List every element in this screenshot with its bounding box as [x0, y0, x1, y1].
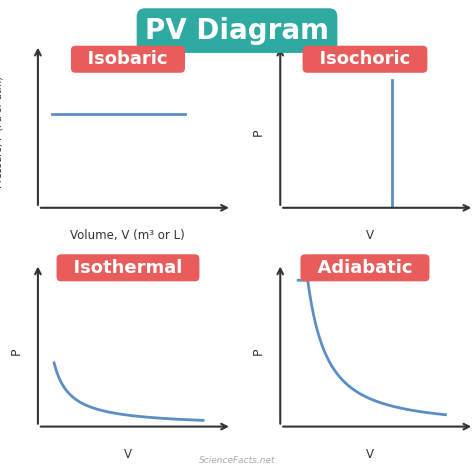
Text: P: P	[10, 347, 23, 355]
Text: Adiabatic: Adiabatic	[305, 259, 425, 277]
Text: P: P	[252, 128, 265, 136]
Text: Isochoric: Isochoric	[307, 50, 423, 68]
Text: ScienceFacts.net: ScienceFacts.net	[199, 456, 275, 465]
Text: Pressure, P (Pa or atm): Pressure, P (Pa or atm)	[0, 76, 3, 188]
Text: Volume, V (m³ or L): Volume, V (m³ or L)	[70, 229, 185, 242]
Text: P: P	[252, 347, 265, 355]
Text: V: V	[366, 229, 374, 242]
Text: V: V	[124, 448, 132, 461]
Text: Isobaric: Isobaric	[75, 50, 181, 68]
Text: V: V	[366, 448, 374, 461]
Text: Isothermal: Isothermal	[61, 259, 195, 277]
Text: PV Diagram: PV Diagram	[145, 17, 329, 45]
